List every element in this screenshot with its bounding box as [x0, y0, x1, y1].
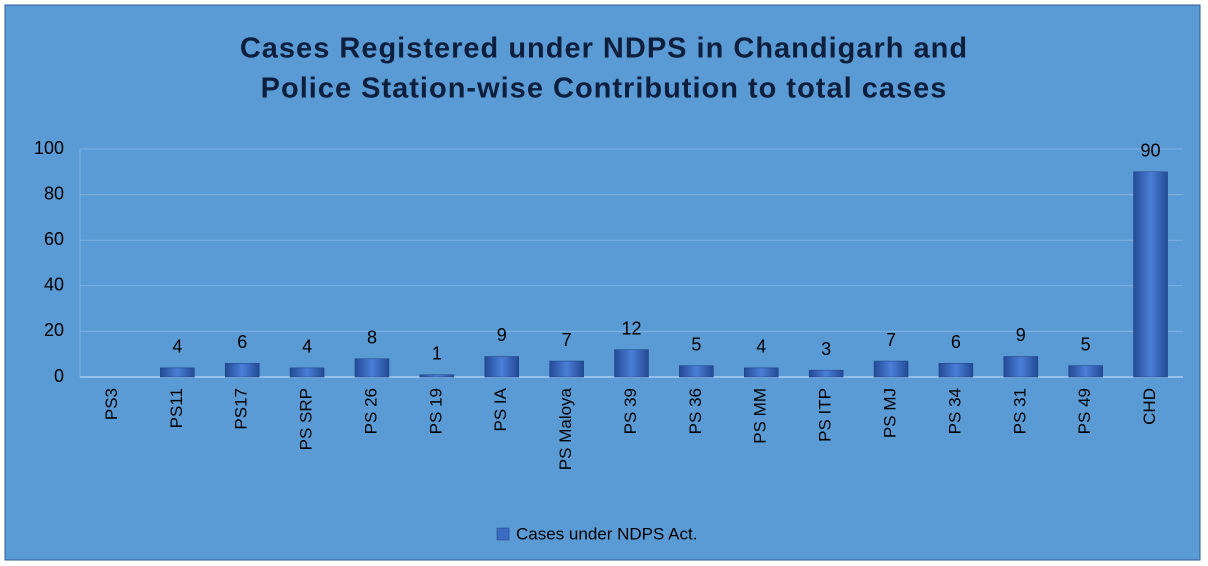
x-tick-label: PS 31: [1010, 388, 1029, 434]
x-tick-label: PS 36: [686, 388, 705, 434]
y-tick-label: 80: [44, 183, 64, 203]
x-tick-label: PS 19: [426, 388, 445, 434]
bar: [1003, 356, 1039, 378]
data-label: 7: [562, 330, 572, 350]
bar: [938, 363, 974, 378]
x-tick-label: PS 26: [361, 388, 380, 434]
legend-label: Cases under NDPS Act.: [516, 524, 697, 543]
bar: [289, 367, 325, 378]
data-label: 9: [1016, 325, 1026, 345]
data-label: 8: [367, 328, 377, 348]
data-label: 7: [886, 330, 896, 350]
bar: [679, 365, 714, 378]
x-tick-label: CHD: [1140, 388, 1159, 425]
bar: [1068, 365, 1103, 378]
x-tick-label: PS ITP: [816, 388, 835, 442]
data-label: 12: [621, 318, 641, 338]
x-tick-label: PS11: [167, 388, 186, 428]
bar: [160, 367, 195, 378]
x-tick-label: PS 39: [621, 388, 640, 434]
bar: [419, 374, 455, 378]
x-tick-label: PS MM: [751, 388, 770, 444]
bar: [549, 360, 584, 378]
bar: [808, 369, 844, 378]
data-label: 5: [691, 334, 701, 354]
y-tick-label: 100: [34, 138, 64, 158]
bar: [224, 363, 260, 378]
x-tick-label: PS Maloya: [556, 387, 575, 470]
legend-swatch: [496, 527, 510, 541]
data-label: 6: [951, 332, 961, 352]
x-tick-label: PS 34: [945, 388, 964, 434]
bar: [614, 349, 649, 378]
bar: [1133, 171, 1168, 378]
bar: [873, 360, 909, 378]
bar: [744, 367, 779, 378]
y-tick-label: 20: [44, 320, 64, 340]
x-tick-label: PS 49: [1075, 388, 1094, 434]
y-tick-label: 60: [44, 229, 64, 249]
chart-background: [4, 4, 1201, 561]
data-label: 9: [497, 325, 507, 345]
chart-title: Cases Registered under NDPS in Chandigar…: [240, 33, 968, 65]
x-tick-label: PS IA: [491, 387, 510, 431]
data-label: 90: [1141, 141, 1161, 161]
data-label: 5: [1081, 334, 1091, 354]
y-tick-label: 40: [44, 275, 64, 295]
data-label: 1: [432, 343, 442, 363]
y-tick-label: 0: [54, 366, 64, 386]
bar: [354, 358, 390, 378]
chart-title: Police Station-wise Contribution to tota…: [261, 73, 948, 105]
x-tick-label: PS SRP: [297, 388, 316, 450]
data-label: 3: [821, 339, 831, 359]
data-label: 4: [302, 337, 312, 357]
x-tick-label: PS MJ: [881, 388, 900, 438]
data-label: 4: [756, 337, 766, 357]
x-tick-label: PS17: [232, 388, 251, 430]
data-label: 4: [172, 337, 182, 357]
data-label: 6: [237, 332, 247, 352]
bar: [484, 356, 519, 378]
x-tick-label: PS3: [102, 388, 121, 420]
